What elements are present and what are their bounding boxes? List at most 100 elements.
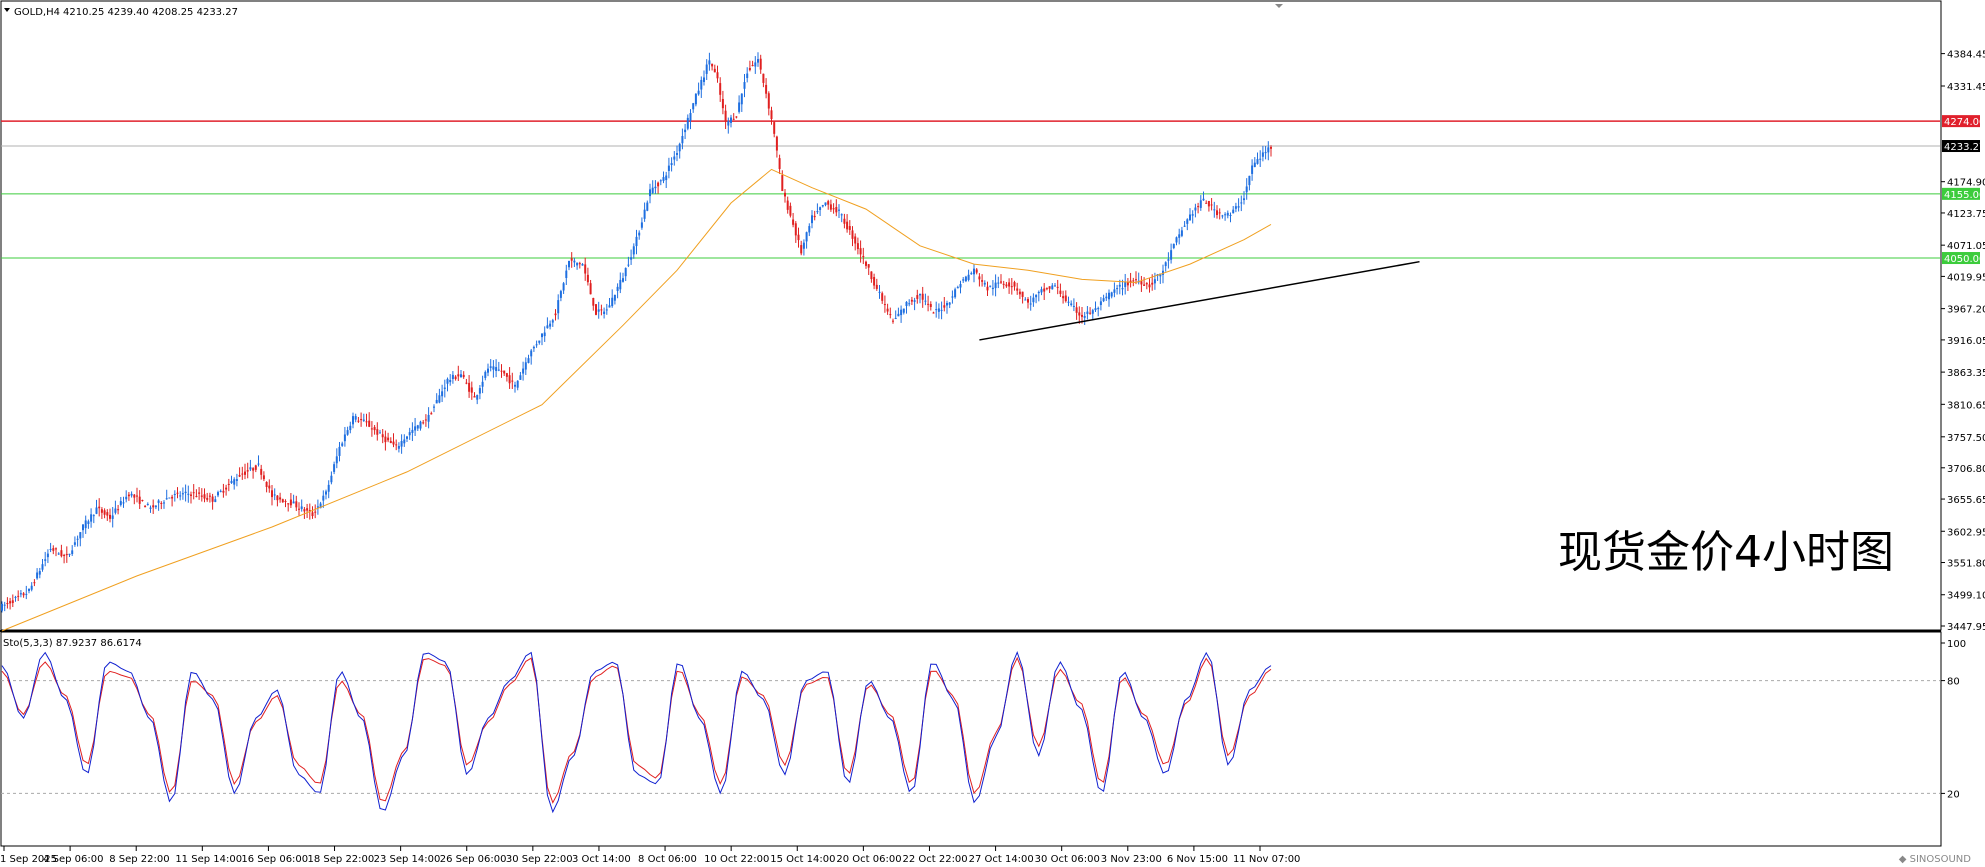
candle [1037,290,1040,302]
candle [940,301,943,320]
candle [573,257,576,268]
candle [30,582,33,592]
candle [449,374,452,386]
candle [1108,289,1110,307]
candle [659,179,662,186]
candle [1243,191,1245,205]
time-tick-label: 1 Sep 2025 [0,854,57,865]
candle [686,114,689,131]
candle [1081,307,1083,324]
candle [946,300,948,314]
candle [1229,212,1232,223]
price-tick-label: 3447.95 [1947,622,1985,633]
candle [786,196,789,214]
candle [424,414,427,427]
candle [265,481,268,493]
candle [811,210,813,229]
candle [632,243,635,259]
candle [365,413,368,427]
candle [208,492,211,503]
candle [886,303,889,315]
price-tick-label: 3551.80 [1947,559,1985,570]
horizontal-levels [1,120,1940,259]
stochastic-pane[interactable] [0,631,1942,847]
candle [36,568,39,580]
candle [929,301,932,311]
candle [114,500,117,515]
candle [867,263,870,276]
candle [41,558,44,572]
chart-menu-triangle-icon[interactable] [4,8,10,12]
candle [519,371,522,380]
candle [497,361,500,372]
candle [851,226,854,247]
price-tick-label: 3810.65 [1947,400,1985,411]
candle [400,434,403,454]
candle [1005,282,1008,288]
candle [28,588,30,594]
candle [592,297,595,311]
candle [981,274,984,287]
candle [975,268,978,275]
time-tick-label: 26 Sep 06:00 [440,854,507,865]
candle [1105,292,1108,301]
candle [1002,280,1005,289]
candle [1186,218,1189,231]
candle [187,485,190,503]
candle [173,490,176,502]
candle [748,60,751,72]
candle [832,203,835,214]
candle [384,430,387,451]
candle [176,487,179,499]
candle [1083,311,1086,325]
candle [63,553,66,564]
candle [589,279,592,295]
candle [816,203,819,215]
main-price-pane[interactable] [0,0,1942,631]
candle [797,227,800,248]
candle [408,427,411,440]
candle [684,123,687,140]
candle [689,109,692,130]
candle [1224,212,1227,221]
candle [700,76,703,98]
candle [805,231,808,249]
candle [352,412,354,429]
candle [1175,236,1178,246]
candle [292,494,295,504]
candle [381,428,384,444]
candle [165,489,168,500]
scroll-marker-icon[interactable] [1275,4,1283,8]
candle [446,377,449,392]
candle [1226,210,1229,219]
candle [441,384,444,403]
candle [1234,202,1237,213]
level-tag [1942,187,1980,200]
candle [257,455,260,467]
candle [106,509,109,521]
candle [1,601,3,613]
candle [630,249,633,265]
candle [73,536,76,547]
candle [924,293,927,306]
candle [492,360,495,378]
candle [1199,195,1202,211]
candle [854,233,857,251]
candle [1256,152,1259,165]
candle [11,594,14,608]
candle [90,508,93,528]
candle [951,290,954,304]
candle [136,487,138,503]
price-tick-label: 4174.90 [1947,178,1985,189]
candle [468,375,471,398]
stochastic-levels [1,680,1940,794]
candle [184,484,187,502]
candle [514,381,516,393]
candle [970,271,973,275]
candlestick-series [1,52,1272,613]
uptrend-line[interactable] [979,260,1420,341]
candle [160,501,163,510]
candle [217,490,219,498]
candle [870,271,873,283]
